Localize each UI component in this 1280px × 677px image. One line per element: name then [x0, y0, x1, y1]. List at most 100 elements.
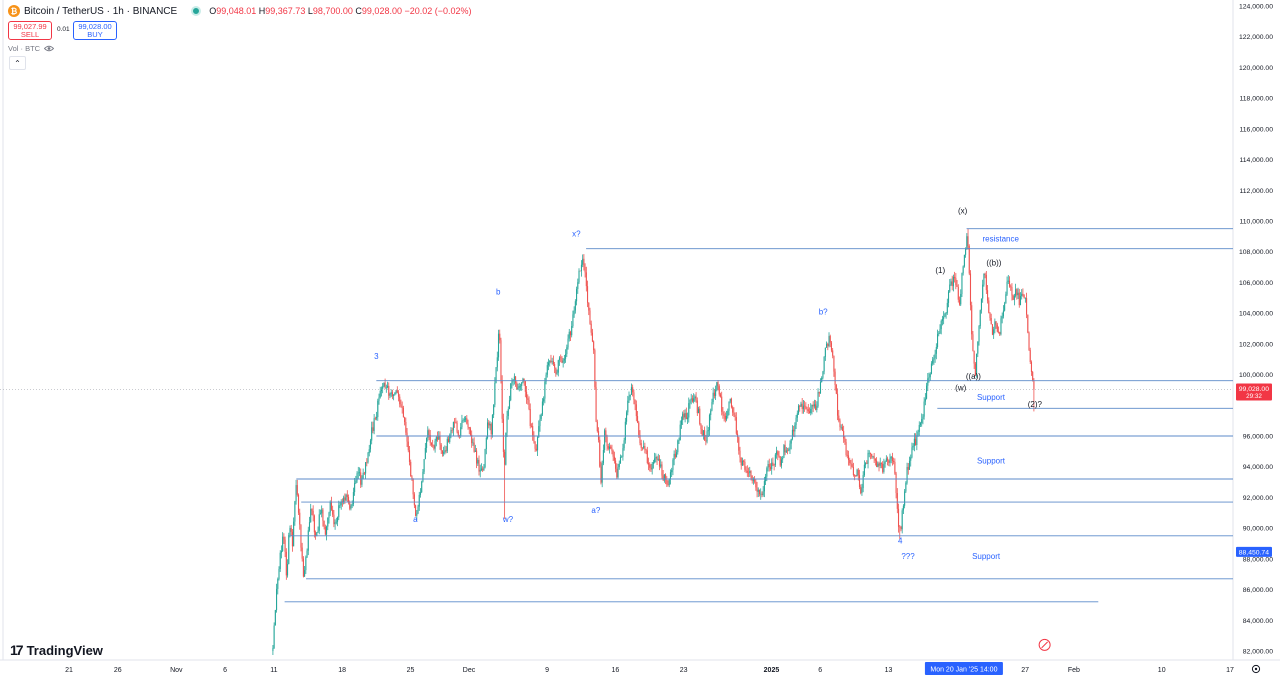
candle-body: [591, 332, 593, 342]
wave-annotations: 3 a b w? x? a? b? 4??? (1) (x) ((b)) ((a))(w) (2)? re…: [374, 206, 1042, 561]
candle: [660, 459, 662, 469]
candle-body: [656, 456, 658, 460]
candle: [779, 455, 781, 467]
candle: [938, 331, 940, 337]
candle-body: [343, 497, 345, 502]
candle-body: [928, 377, 930, 379]
candle-body: [513, 376, 515, 380]
candle-body: [352, 492, 354, 505]
candle: [549, 360, 551, 367]
candle-body: [883, 464, 885, 472]
candle-body: [428, 430, 430, 435]
candle: [728, 401, 730, 416]
candle: [888, 459, 890, 467]
candle-body: [654, 458, 656, 463]
candle: [278, 566, 280, 581]
candle: [607, 443, 609, 451]
candle: [443, 446, 445, 457]
candle-body: [760, 493, 762, 495]
candle: [466, 415, 468, 425]
candle-body: [565, 354, 567, 359]
candle: [655, 453, 657, 463]
candle-body: [778, 455, 780, 457]
tradingview-logo[interactable]: 17 TradingView: [10, 642, 103, 658]
candle-body: [563, 358, 565, 361]
candle: [426, 437, 428, 453]
candle: [727, 408, 729, 419]
candle-body: [850, 463, 852, 465]
collapse-legend-button[interactable]: ⌃: [9, 56, 26, 70]
candle: [715, 385, 717, 400]
candle-body: [790, 438, 792, 444]
candle: [299, 508, 301, 530]
candle-body: [847, 455, 850, 460]
candle-body: [376, 417, 378, 419]
candle: [379, 386, 381, 399]
candle-body: [345, 494, 347, 501]
candle-body: [615, 460, 617, 469]
candle-body: [945, 312, 947, 315]
candle: [506, 410, 508, 437]
candle: [408, 446, 411, 466]
candle-body: [567, 338, 569, 348]
candle-body: [983, 273, 985, 285]
candle-body: [573, 310, 575, 315]
candle-body: [895, 473, 897, 494]
candle-body: [984, 273, 986, 275]
candle: [608, 442, 611, 454]
candle-body: [634, 399, 636, 405]
candle-body: [777, 451, 779, 456]
candle-body: [373, 418, 375, 431]
candle: [995, 321, 997, 329]
candle: [274, 609, 276, 626]
candle: [547, 358, 550, 371]
candle-body: [985, 274, 987, 291]
candle: [793, 425, 795, 437]
candle-body: [884, 461, 886, 465]
candle-body: [893, 460, 895, 462]
candle: [335, 517, 337, 525]
candle: [367, 451, 369, 464]
candle: [946, 298, 948, 315]
spread-value: 0.01: [57, 26, 70, 33]
candle-body: [918, 425, 920, 432]
candle: [330, 496, 332, 511]
symbol-title[interactable]: Bitcoin / TetherUS · 1h · BINANCE: [24, 5, 178, 17]
candle-body: [747, 472, 750, 474]
crosshair-price-label: 88,450.74: [1239, 549, 1269, 556]
buy-button[interactable]: 99,028.00 BUY: [73, 21, 117, 40]
candle-body: [371, 427, 373, 441]
sell-label: SELL: [20, 29, 40, 39]
sell-button[interactable]: 99,027.99 SELL: [8, 21, 52, 40]
candle: [702, 430, 704, 440]
candle-body: [515, 376, 517, 383]
candle: [1024, 297, 1026, 303]
candle: [544, 377, 546, 404]
candle-body: [801, 403, 803, 410]
candle-body: [682, 413, 684, 421]
crosshair-time-label: Mon 20 Jan '25 14:00: [930, 667, 997, 674]
candle: [945, 311, 947, 319]
candle: [707, 427, 709, 438]
candle-body: [311, 508, 313, 511]
candle: [406, 427, 408, 448]
candle-body: [541, 401, 543, 415]
candle-body: [662, 475, 664, 481]
eye-icon[interactable]: [44, 45, 55, 52]
candle: [676, 449, 678, 458]
candle: [436, 431, 439, 442]
candle: [365, 462, 367, 479]
candle: [550, 354, 552, 364]
candle: [500, 337, 502, 384]
candle: [1011, 283, 1013, 301]
candle-body: [813, 404, 815, 407]
candle: [339, 501, 341, 509]
settings-gear-icon[interactable]: [1251, 664, 1261, 674]
price-tick-label: 106,000.00: [1239, 280, 1273, 287]
volume-indicator[interactable]: Vol · BTC: [8, 44, 55, 53]
candle-body: [843, 430, 845, 439]
candle-body: [395, 390, 397, 393]
candle-body: [447, 438, 450, 443]
